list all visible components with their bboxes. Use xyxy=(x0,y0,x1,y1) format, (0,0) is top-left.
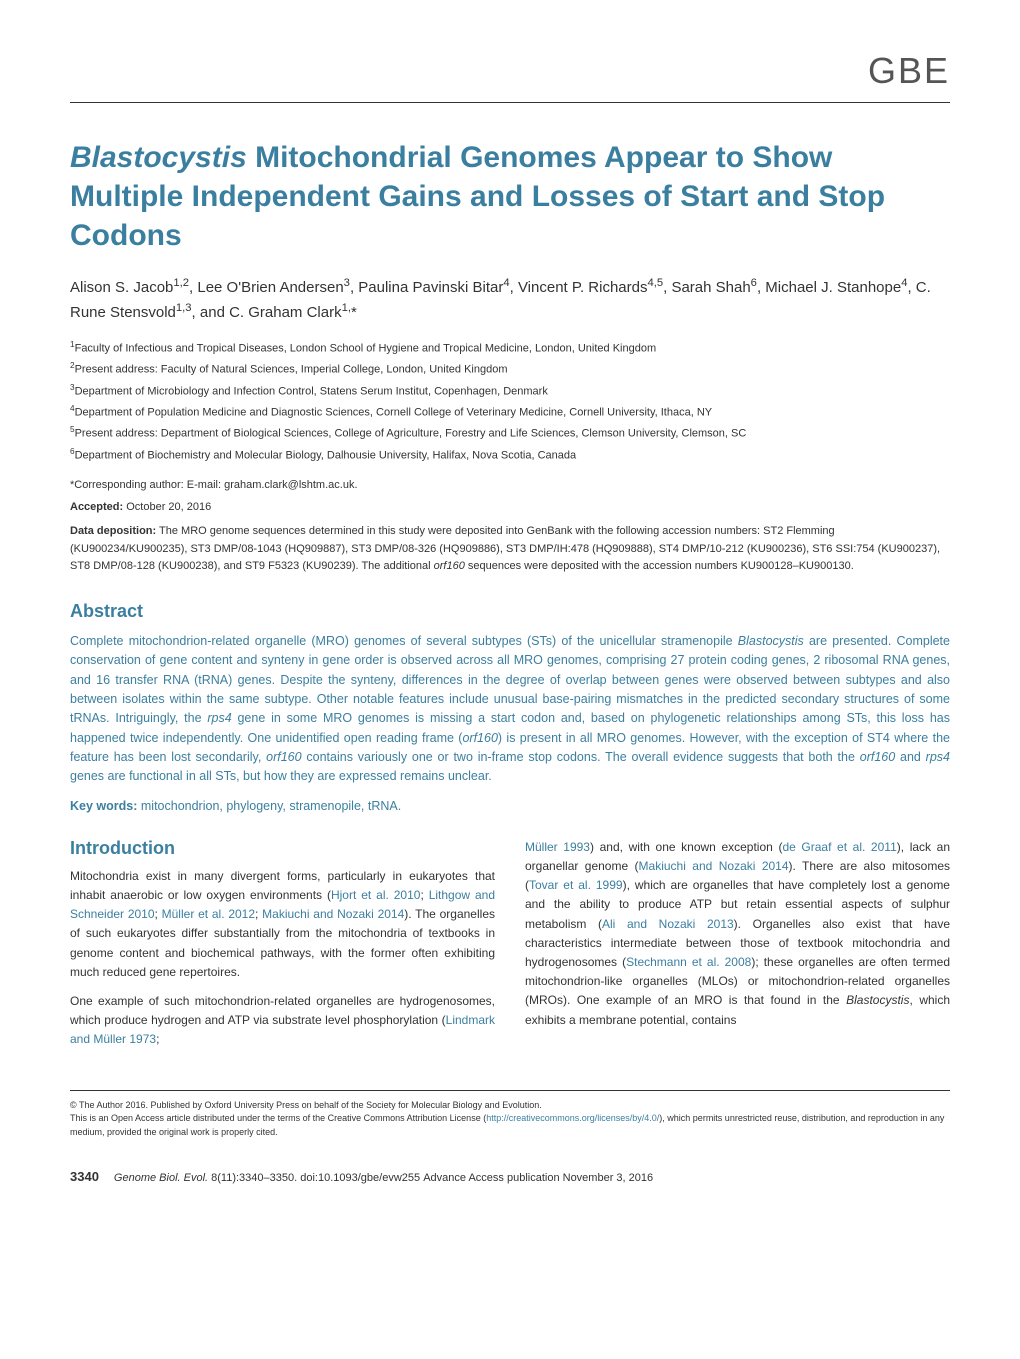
affiliation-6: 6Department of Biochemistry and Molecula… xyxy=(70,445,950,465)
affiliation-1: 1Faculty of Infectious and Tropical Dise… xyxy=(70,338,950,358)
accepted-value: October 20, 2016 xyxy=(126,501,211,513)
header-divider xyxy=(70,102,950,103)
data-deposition-text: The MRO genome sequences determined in t… xyxy=(70,525,940,572)
affiliation-3: 3Department of Microbiology and Infectio… xyxy=(70,381,950,401)
abstract-text: Complete mitochondrion-related organelle… xyxy=(70,632,950,787)
journal-citation: Genome Biol. Evol. 8(11):3340–3350. doi:… xyxy=(114,1172,653,1184)
keywords-label: Key words: xyxy=(70,799,137,813)
left-column: Introduction Mitochondria exist in many … xyxy=(70,838,495,1060)
affiliation-5: 5Present address: Department of Biologic… xyxy=(70,423,950,443)
intro-paragraph-1: Mitochondria exist in many divergent for… xyxy=(70,867,495,982)
footer-divider: © The Author 2016. Published by Oxford U… xyxy=(70,1090,950,1140)
affiliation-2: 2Present address: Faculty of Natural Sci… xyxy=(70,359,950,379)
affiliation-4: 4Department of Population Medicine and D… xyxy=(70,402,950,422)
abstract-heading: Abstract xyxy=(70,601,950,622)
page-number: 3340 xyxy=(70,1169,99,1184)
intro-paragraph-2: One example of such mitochondrion-relate… xyxy=(70,992,495,1050)
keywords-block: Key words: mitochondrion, phylogeny, str… xyxy=(70,799,950,813)
corresponding-author: *Corresponding author: E-mail: graham.cl… xyxy=(70,479,950,491)
keywords-text: mitochondrion, phylogeny, stramenopile, … xyxy=(141,799,401,813)
copyright-text: © The Author 2016. Published by Oxford U… xyxy=(70,1099,950,1113)
accepted-date: Accepted: October 20, 2016 xyxy=(70,501,950,513)
affiliations-block: 1Faculty of Infectious and Tropical Dise… xyxy=(70,338,950,465)
right-column: Müller 1993) and, with one known excepti… xyxy=(525,838,950,1060)
body-columns: Introduction Mitochondria exist in many … xyxy=(70,838,950,1060)
intro-paragraph-3: Müller 1993) and, with one known excepti… xyxy=(525,838,950,1030)
page-footer: 3340 Genome Biol. Evol. 8(11):3340–3350.… xyxy=(70,1169,950,1184)
license-text: This is an Open Access article distribut… xyxy=(70,1112,950,1139)
copyright-block: © The Author 2016. Published by Oxford U… xyxy=(70,1099,950,1140)
accepted-label: Accepted: xyxy=(70,501,123,513)
journal-abbreviation: GBE xyxy=(70,50,950,92)
article-title: Blastocystis Mitochondrial Genomes Appea… xyxy=(70,138,950,255)
author-list: Alison S. Jacob1,2, Lee O'Brien Andersen… xyxy=(70,275,950,324)
data-deposition-label: Data deposition: xyxy=(70,525,156,537)
data-deposition-block: Data deposition: The MRO genome sequence… xyxy=(70,523,950,576)
introduction-heading: Introduction xyxy=(70,838,495,859)
